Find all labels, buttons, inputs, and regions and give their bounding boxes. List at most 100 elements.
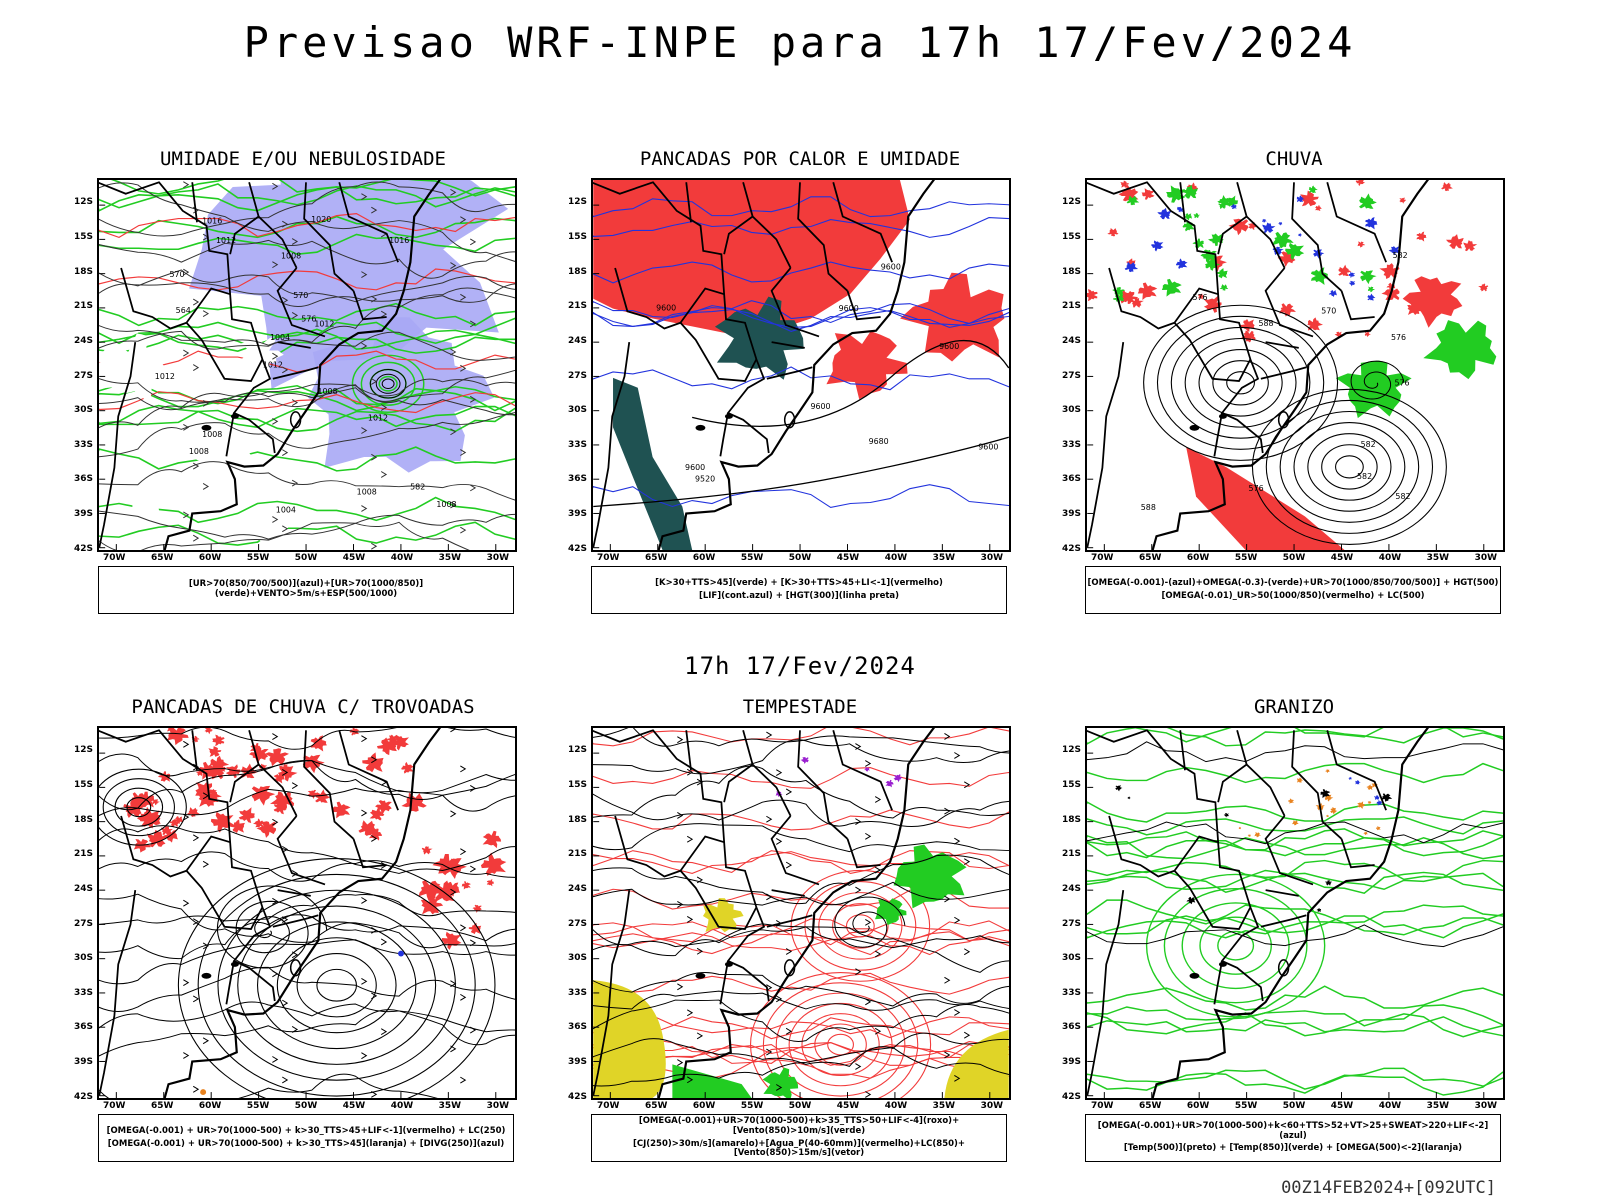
arrow-icon [460,765,467,773]
border-line [1087,729,1264,1002]
arrow-icon [192,534,200,542]
arrow-icon [450,1045,457,1053]
border-line [1108,815,1175,878]
basemap [99,728,442,1098]
contour-label: 1008 [202,430,222,439]
temp850-contour-verde [1087,1012,1503,1038]
arrow-icon [380,1028,388,1036]
rain-area-azul [1367,293,1376,301]
arrow-icon [963,781,971,789]
arrow-icon [291,399,299,406]
clear-area [250,518,289,548]
wind-vector [99,510,470,550]
contour-label: 1020 [311,215,331,224]
map-umidade: 1008 1008 1008 1012 1012 1016 1004 1004 1008 1012… [97,178,517,552]
temp850-contour-verde [1199,916,1272,975]
arrow-icon [677,812,684,819]
lon-tick-label: 40W [1378,1101,1402,1111]
arrow-icon [460,449,467,456]
lon-tick-label: 60W [692,1101,716,1111]
storm-area-vermelho [375,800,392,815]
arrow-icon [865,760,872,767]
border-line [832,182,893,263]
streamline [237,905,437,1065]
arrow-icon [944,807,951,815]
lon-tick-label: 45W [1330,1101,1354,1111]
lon-tick-label: 45W [342,1101,366,1111]
rain-area-vermelho [1197,293,1205,300]
contour-label: 570 [293,291,308,300]
wind-vector [99,369,515,411]
streamline [99,773,515,816]
arrow-icon [272,352,279,360]
contour-line [381,378,395,390]
humidity-contour-verde [99,233,515,256]
border-line [797,730,849,840]
lake-shape [201,424,212,431]
arrow-icon [686,835,694,843]
temp850-contour-verde [1087,1004,1503,1027]
contour-label: 576 [1394,379,1409,388]
lon-tick-label: 50W [294,1101,318,1111]
storm-area-vermelho [401,761,415,774]
lat-tick-label: 42S [73,1091,93,1102]
contour-label: 582 [1357,472,1372,481]
arrow-icon [380,938,388,946]
rain-area-vermelho [1107,227,1119,237]
border-line [248,182,298,269]
rain-area-vermelho [1141,290,1148,296]
lat-tick-label: 18S [567,814,587,825]
water-contour-vermelho [845,914,875,938]
storm-area-vermelho [198,761,218,780]
border-line [185,287,231,324]
arrow-icon [696,947,704,955]
rain-area-vermelho [1364,331,1371,337]
wind-vector [593,728,1009,754]
arrow-icon [776,838,783,845]
omega-area-laranja [1254,832,1261,838]
storm-area-vermelho [195,770,204,777]
storm-area-vermelho [331,801,351,819]
water-contour-vermelho [818,892,903,960]
lon-tick-label: 55W [246,553,270,563]
temp850-contour-verde [1087,985,1503,1011]
wind-area-verde [672,1064,752,1098]
run-timestamp: 00Z14FEB2024+[092UTC] [1281,1178,1496,1198]
storm-area-roxo [863,767,870,772]
lat-tick-label: 36S [1061,474,1081,485]
rain-area-vermelho [1463,240,1478,252]
coastline [1151,180,1430,550]
rain-area-azul [1348,271,1356,278]
streamline [99,768,187,846]
rain-area-azul [1365,217,1378,230]
arrow-icon [785,948,793,955]
arrow-icon [686,768,694,776]
rain-area-vermelho [1248,221,1257,230]
temp500-spot [1320,788,1331,799]
lon-tick-label: 40W [884,1101,908,1111]
lake-shape [1189,424,1200,431]
arrow-icon [785,861,793,869]
legend-tempestade: [OMEGA(-0.001)+UR>70(1000-500)+k>35_TTS>… [591,1114,1007,1162]
legend-line: [OMEGA(-0.001)-(azul)+OMEGA(-0.3)-(verde… [1087,577,1499,588]
omega-area-laranja [1330,808,1338,815]
instability-area-verde [714,296,804,380]
border-line [99,181,276,454]
lat-tick-label: 30S [1061,405,1081,416]
arrow-icon [450,348,457,356]
streamline [99,966,515,1012]
lat-tick-label: 30S [567,953,587,964]
lat-tick-label: 18S [567,266,587,277]
rain-area-vermelho [1441,182,1453,192]
map-chuva: 576 582 588 582 576 576 582 588 582 576 570 [1085,178,1505,552]
lat-tick-label: 36S [567,1022,587,1033]
arrow-icon [183,268,190,276]
lon-tick-label: 30W [980,553,1004,563]
lon-tick-label: 65W [150,553,174,563]
temp850-contour-verde [1087,834,1503,860]
lat-tick-label: 21S [73,849,93,860]
arrow-icon [944,895,951,903]
omega-area-laranja [1326,814,1330,818]
divergence-spot [398,950,404,957]
rain-area-vermelho [1334,331,1342,338]
